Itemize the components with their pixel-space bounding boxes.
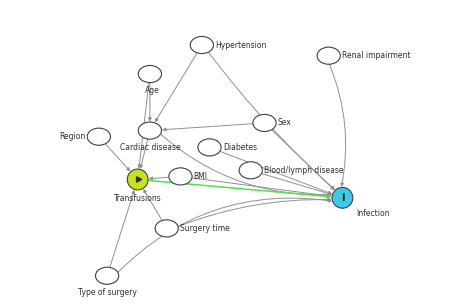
- Ellipse shape: [128, 169, 148, 190]
- Text: Age: Age: [145, 86, 160, 95]
- Text: Hypertension: Hypertension: [215, 41, 267, 49]
- Polygon shape: [137, 177, 142, 182]
- Ellipse shape: [317, 47, 340, 64]
- Text: Blood/lymph disease: Blood/lymph disease: [264, 166, 344, 175]
- Ellipse shape: [169, 168, 192, 185]
- Ellipse shape: [138, 65, 162, 83]
- Ellipse shape: [239, 162, 263, 179]
- Ellipse shape: [332, 187, 353, 208]
- Text: Transfusions: Transfusions: [114, 194, 162, 203]
- Ellipse shape: [95, 267, 118, 284]
- Text: Type of surgery: Type of surgery: [78, 288, 137, 297]
- Ellipse shape: [87, 128, 110, 145]
- Text: Renal impairment: Renal impairment: [342, 51, 410, 60]
- Ellipse shape: [198, 139, 221, 156]
- Ellipse shape: [155, 220, 178, 237]
- Text: Sex: Sex: [277, 119, 291, 127]
- Text: Region: Region: [59, 132, 85, 141]
- Ellipse shape: [190, 37, 213, 53]
- Ellipse shape: [138, 122, 162, 139]
- Text: Surgery time: Surgery time: [180, 224, 230, 233]
- Text: Infection: Infection: [356, 209, 389, 218]
- Text: Cardiac disease: Cardiac disease: [120, 143, 181, 152]
- Text: BMI: BMI: [193, 172, 207, 181]
- Ellipse shape: [253, 115, 276, 131]
- Text: I: I: [341, 193, 344, 203]
- Text: Diabetes: Diabetes: [223, 143, 257, 152]
